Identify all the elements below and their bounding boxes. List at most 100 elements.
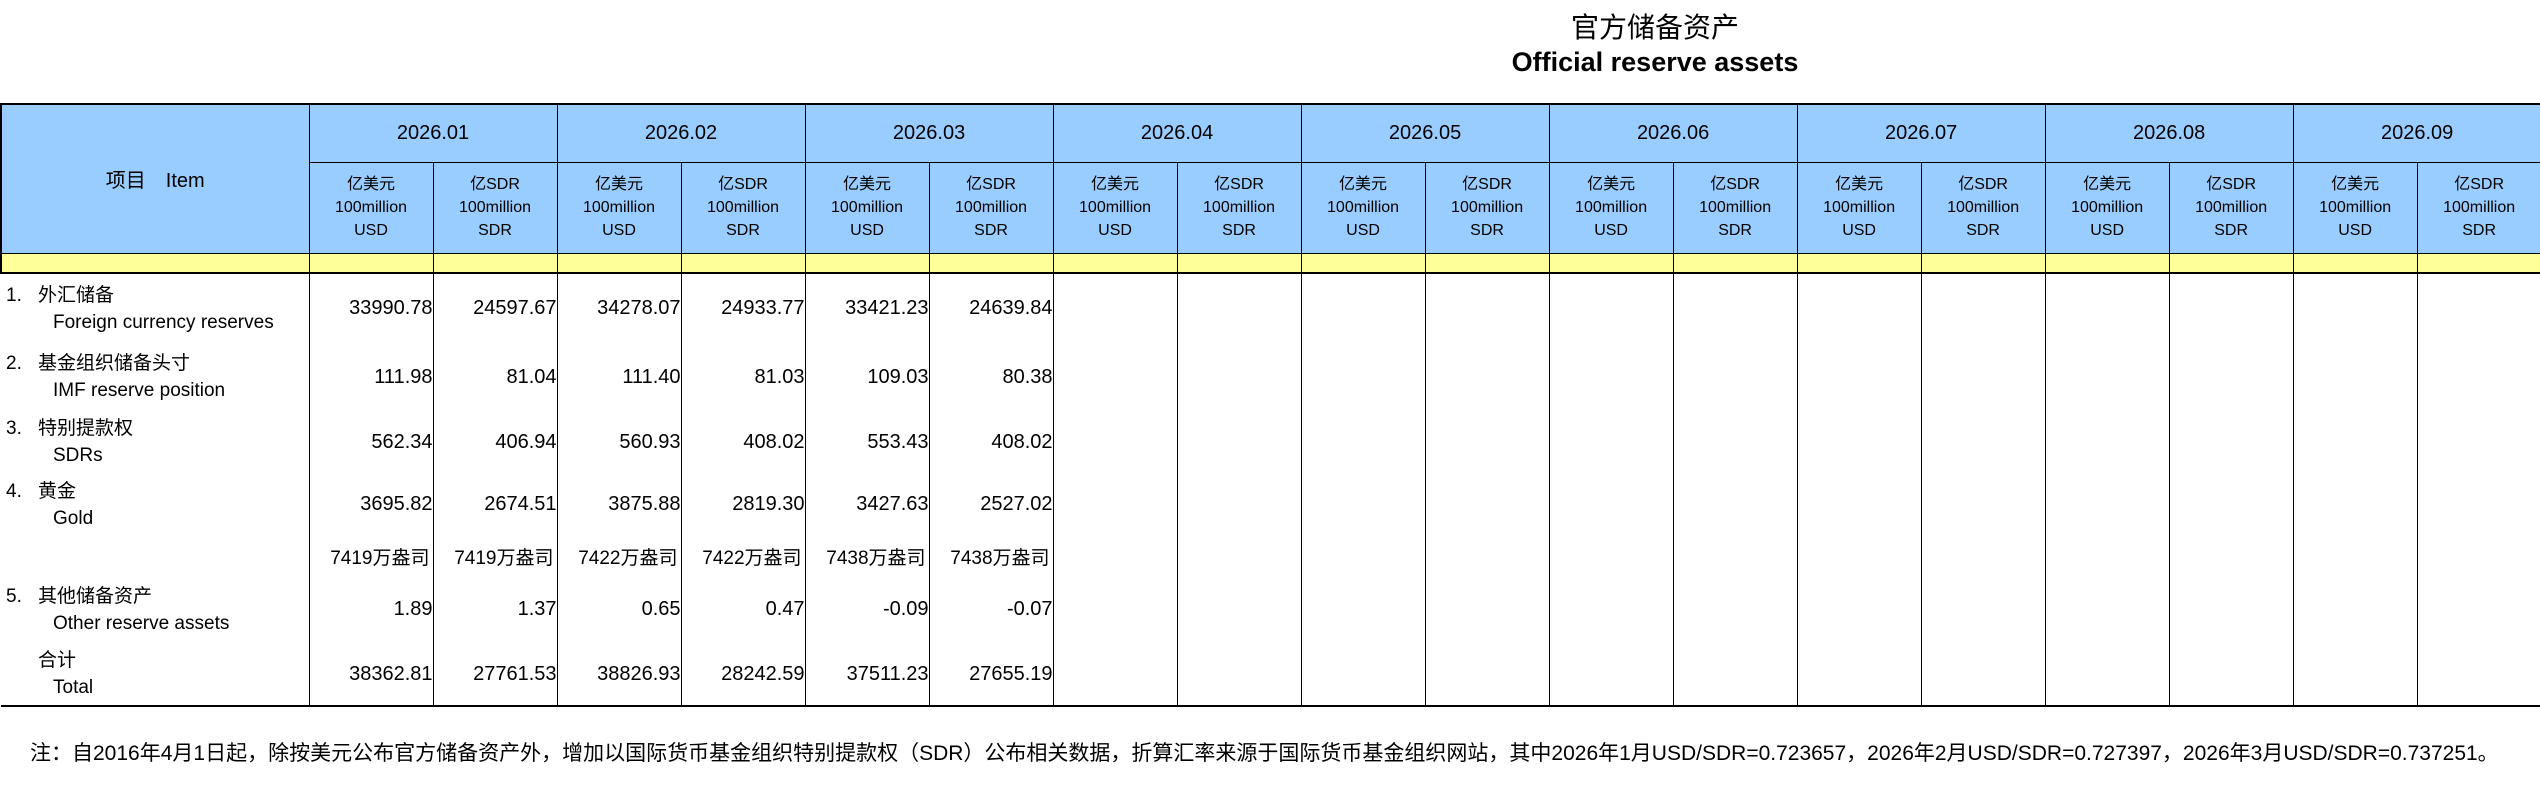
table-row: 3. 特别提款权 SDRs 562.34 406.94 560.93 408.02 553.4… [1,411,2540,473]
title-english: Official reserve assets [1511,47,1799,77]
unit-header-sdr: 亿SDR 100million SDR [928,161,1054,254]
value-cell: 24933.77 [680,273,806,343]
title-chinese: 官方储备资产 [1570,11,1739,44]
value-cell: 109.03 [804,343,930,411]
value-cell: 2674.51 [432,473,558,536]
value-cell [1424,273,1550,343]
value-cell: 81.04 [432,343,558,411]
separator-cell [680,252,806,274]
value-cell [1424,473,1550,536]
value-cell [1548,576,1674,643]
unit-header-usd: 亿美元 100million USD [1052,161,1178,254]
value-cell: 1.89 [308,576,434,643]
separator-band-row [0,252,2540,274]
value-cell [1548,343,1674,411]
value-cell [1672,273,1798,343]
separator-cell [556,252,682,274]
value-cell [2168,273,2294,343]
value-cell [2292,473,2418,536]
row-label: 1. 外汇储备 Foreign currency reserves [1,273,310,343]
row-label: 4. 黄金 Gold [1,473,310,536]
value-cell [1424,643,1550,707]
value-cell: 0.65 [556,576,682,643]
value-cell: -0.07 [928,576,1054,643]
value-cell [2168,411,2294,473]
value-cell [1796,576,1922,643]
value-cell [1672,643,1798,707]
value-cell: 0.47 [680,576,806,643]
month-header-2026.01: 2026.01 [308,103,558,163]
value-cell [2292,273,2418,343]
unit-header-sdr: 亿SDR 100million SDR [1672,161,1798,254]
value-cell: 3695.82 [308,473,434,536]
value-cell [2044,536,2170,576]
page-title: 官方储备资产 Official reserve assets [0,10,2540,80]
value-cell [1300,643,1426,707]
value-cell [1300,273,1426,343]
table-row: 2. 基金组织储备头寸 IMF reserve position 111.98 81.0… [1,343,2540,411]
row-label: 3. 特别提款权 SDRs [1,411,310,473]
value-cell: 81.03 [680,343,806,411]
unit-header-usd: 亿美元 100million USD [1796,161,1922,254]
value-cell [1796,643,1922,707]
unit-header-usd: 亿美元 100million USD [308,161,434,254]
unit-header-usd: 亿美元 100million USD [1548,161,1674,254]
separator-cell [1672,252,1798,274]
unit-header-sdr: 亿SDR 100million SDR [2168,161,2294,254]
value-cell: 24597.67 [432,273,558,343]
value-cell [1672,473,1798,536]
value-cell [2044,273,2170,343]
month-header-2026.05: 2026.05 [1300,103,1550,163]
unit-header-usd: 亿美元 100million USD [2292,161,2418,254]
value-cell [2168,536,2294,576]
header-unit-row: 亿美元 100million USD 亿SDR 100million SDR 亿美元 100m… [1,161,2540,254]
value-cell: 33990.78 [308,273,434,343]
month-header-2026.07: 2026.07 [1796,103,2046,163]
value-cell: 562.34 [308,411,434,473]
unit-header-sdr: 亿SDR 100million SDR [2416,161,2540,254]
value-cell [1052,343,1178,411]
value-cell [1548,473,1674,536]
value-cell [1300,343,1426,411]
value-cell [1052,411,1178,473]
value-cell: 7438万盎司 [804,536,930,576]
value-cell [1548,411,1674,473]
value-cell [1424,576,1550,643]
value-cell [1548,536,1674,576]
value-cell [2292,343,2418,411]
row-label: 2. 基金组织储备头寸 IMF reserve position [1,343,310,411]
value-cell [1052,473,1178,536]
value-cell [2292,536,2418,576]
value-cell: 408.02 [680,411,806,473]
table-row: 1. 外汇储备 Foreign currency reserves 33990.78 2… [1,273,2540,343]
value-cell [1796,343,1922,411]
value-cell [2044,576,2170,643]
separator-cell [2292,252,2418,274]
value-cell [2044,411,2170,473]
row-label [1,536,310,576]
value-cell [1300,576,1426,643]
value-cell [1672,576,1798,643]
value-cell: 7419万盎司 [308,536,434,576]
value-cell: 553.43 [804,411,930,473]
unit-header-usd: 亿美元 100million USD [556,161,682,254]
value-cell [2416,536,2540,576]
value-cell [1920,273,2046,343]
value-cell: 27761.53 [432,643,558,707]
separator-cell [1548,252,1674,274]
separator-cell [0,252,310,274]
table-row: 5. 其他储备资产 Other reserve assets 1.89 1.37 0.65… [1,576,2540,643]
unit-header-usd: 亿美元 100million USD [804,161,930,254]
value-cell [1176,273,1302,343]
month-header-2026.09: 2026.09 [2292,103,2540,163]
value-cell [1796,536,1922,576]
separator-cell [1052,252,1178,274]
separator-cell [2168,252,2294,274]
value-cell [1176,576,1302,643]
value-cell [1424,411,1550,473]
value-cell [1548,643,1674,707]
value-cell [1672,411,1798,473]
month-header-2026.04: 2026.04 [1052,103,1302,163]
value-cell [2416,273,2540,343]
value-cell [1424,536,1550,576]
